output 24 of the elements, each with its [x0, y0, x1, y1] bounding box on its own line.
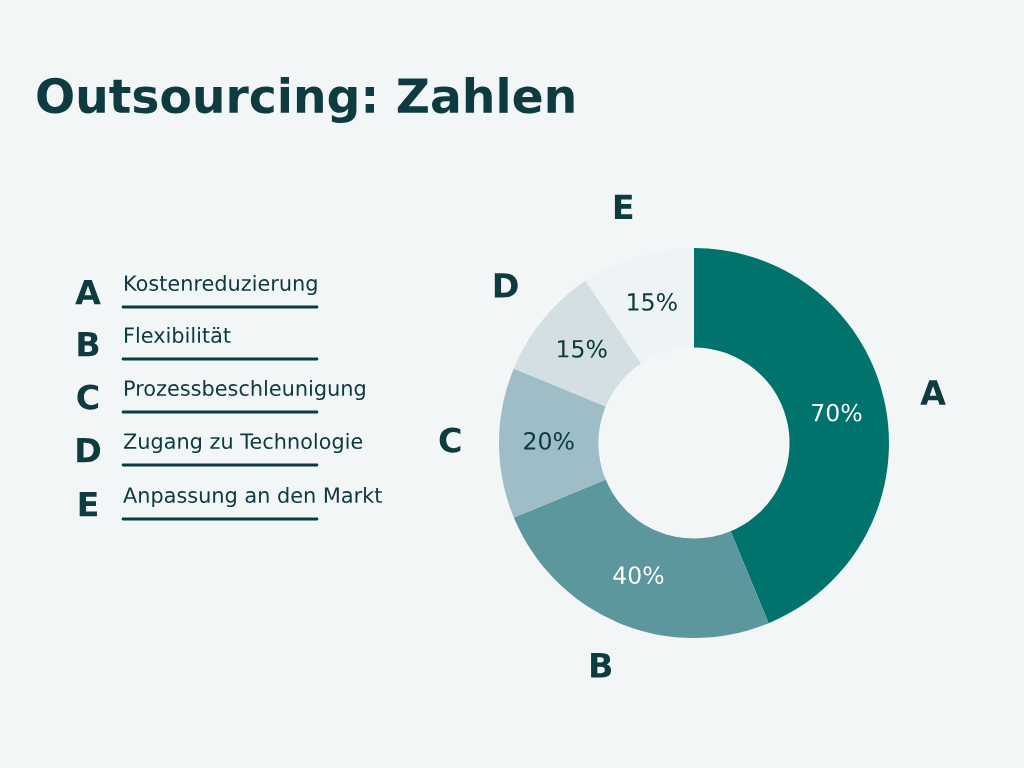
slice-label: A: [920, 380, 946, 405]
data-label: 15%: [628, 292, 677, 311]
donut-slice: [499, 368, 606, 518]
data-label: 40%: [613, 566, 664, 585]
text: Kostenreduzierung: [125, 274, 317, 296]
category-label: E: [79, 491, 97, 517]
donut-slice: [694, 248, 889, 624]
data-label: 70%: [812, 403, 862, 422]
text: Flexibilität: [125, 326, 231, 344]
data-label: 20%: [524, 431, 574, 450]
slice-label: B: [591, 653, 612, 678]
chart-title: Outsourcing: Zahlen: [37, 76, 574, 124]
slice-label: E: [614, 194, 633, 219]
donut-slice: [513, 479, 769, 638]
slice-label: D: [494, 273, 518, 298]
category-label: A: [75, 279, 101, 305]
text: Anpassung an den Markt: [123, 486, 382, 508]
category-label: C: [77, 384, 99, 410]
text: Zugang zu Technologie: [123, 432, 363, 454]
category-label: B: [78, 331, 99, 357]
data-label: 15%: [558, 339, 607, 358]
category-label: D: [77, 437, 101, 463]
slice-label: C: [439, 427, 461, 453]
text: Prozessbeschleunigung: [125, 379, 365, 401]
